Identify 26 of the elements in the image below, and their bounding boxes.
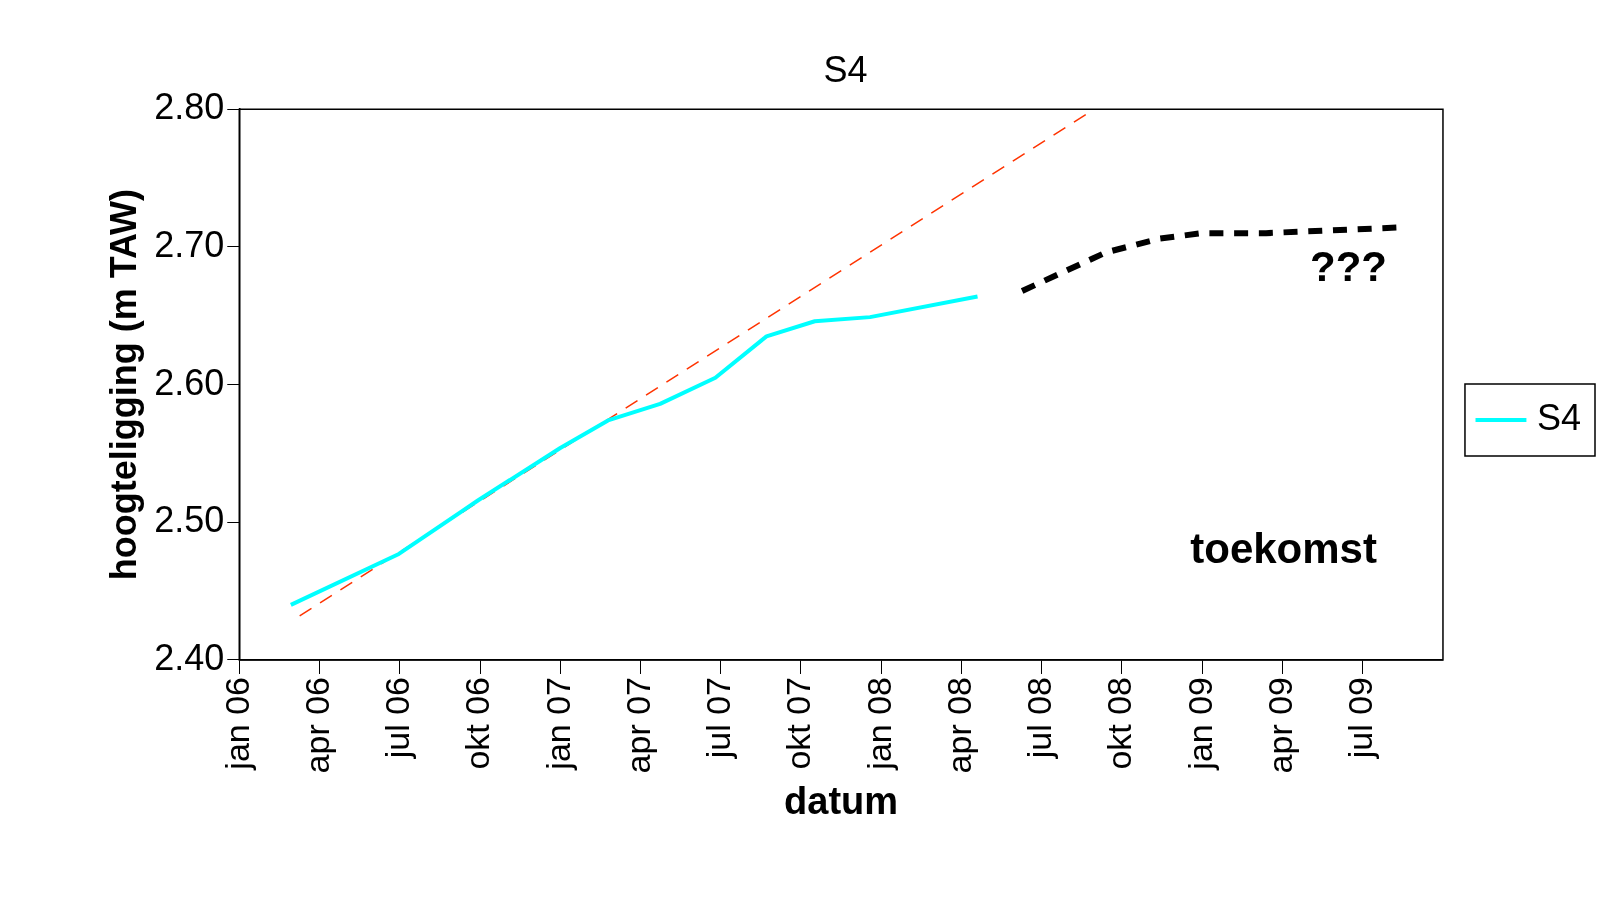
legend-label: S4 <box>1536 396 1582 438</box>
x-tick-label: jan 09 <box>1180 676 1219 771</box>
annotation: ??? <box>1310 242 1387 290</box>
x-tick-label: jul 08 <box>1020 676 1059 760</box>
chart-title: S4 <box>823 48 868 90</box>
x-tick-label: jan 06 <box>217 676 256 771</box>
x-tick-label: apr 09 <box>1260 676 1299 774</box>
x-tick-label: jul 09 <box>1341 676 1380 760</box>
x-tick-label: apr 07 <box>618 676 657 774</box>
x-tick-label: apr 06 <box>297 676 336 774</box>
y-tick-label: 2.70 <box>154 223 225 265</box>
annotation: toekomst <box>1190 524 1377 572</box>
y-tick-label: 2.60 <box>154 361 225 403</box>
y-tick-label: 2.80 <box>154 86 225 128</box>
x-tick-label: jul 07 <box>699 676 738 760</box>
x-tick-label: jul 06 <box>378 676 417 760</box>
x-tick-label: apr 08 <box>939 676 978 774</box>
y-tick-label: 2.40 <box>154 636 225 678</box>
x-tick-label: okt 08 <box>1100 676 1139 770</box>
x-tick-label: jan 08 <box>859 676 898 771</box>
x-tick-label: okt 06 <box>458 676 497 770</box>
y-axis-title: hoogteligging (m TAW) <box>102 188 144 581</box>
y-tick-label: 2.50 <box>154 499 225 541</box>
x-tick-label: okt 07 <box>779 676 818 770</box>
x-tick-label: jan 07 <box>538 676 577 771</box>
x-axis-title: datum <box>784 779 899 822</box>
